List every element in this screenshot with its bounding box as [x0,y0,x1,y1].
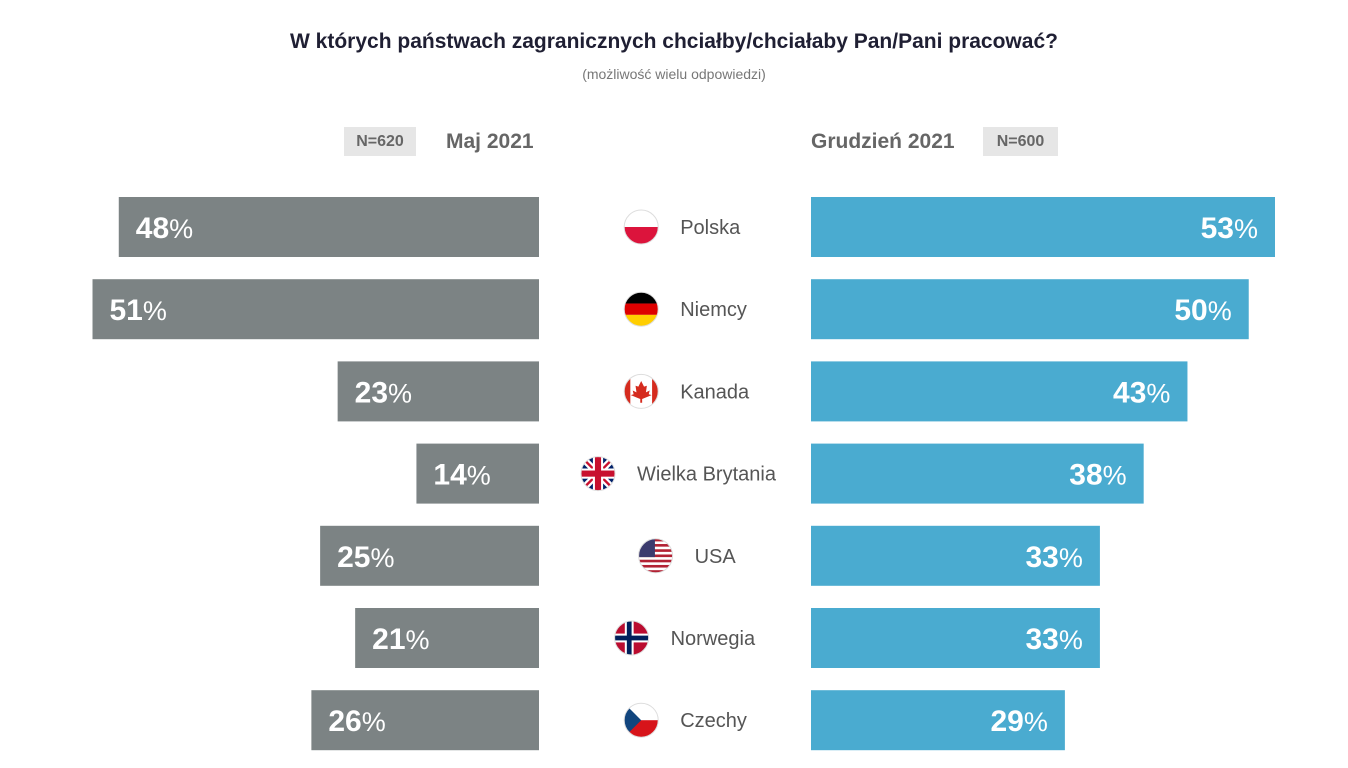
flag-norway-icon [614,620,650,656]
value-label-left: 23% [355,376,412,409]
value-label-left: 21% [372,623,429,656]
category-label: Norwegia [671,628,756,650]
category-label: Kanada [680,381,750,403]
flag-uk-icon [580,456,616,492]
value-label-left: 26% [328,705,385,738]
bar-left [355,608,539,668]
bar-right [811,608,1100,668]
flag-canada-icon [623,373,659,409]
category-label: Niemcy [680,299,747,321]
value-label-right: 29% [990,705,1047,738]
bar-right [811,443,1144,504]
flag-usa-icon [638,538,674,574]
right-sample-size-badge: N=600 [983,127,1058,156]
category-label: USA [695,546,737,568]
left-period-label: Maj 2021 [446,130,534,153]
value-label-right: 33% [1026,541,1083,574]
bar-left [416,443,539,504]
bar-left [118,197,539,257]
category-label: Polska [680,217,741,239]
value-label-right: 50% [1174,294,1231,327]
right-period-label: Grudzień 2021 [811,130,955,153]
chart-title: W których państwach zagranicznych chciał… [290,30,1058,53]
bar-right [811,279,1249,340]
bar-left [337,361,539,422]
flag-germany-icon [623,291,659,327]
flag-czechia-icon [623,702,659,738]
value-label-right: 43% [1113,376,1170,409]
flag-poland-icon [623,209,659,245]
bar-left [92,279,540,340]
value-label-left: 25% [337,541,394,574]
bar-right [811,197,1275,257]
bar-left [320,525,539,586]
value-label-right: 38% [1069,459,1126,492]
value-label-left: 51% [110,294,167,327]
left-sample-size-badge: N=620 [344,127,416,156]
value-label-right: 33% [1026,623,1083,656]
value-label-left: 48% [136,212,193,245]
bar-right [811,361,1188,422]
category-label: Czechy [680,710,747,732]
bar-left [311,690,539,751]
chart-subtitle: (możliwość wielu odpowiedzi) [582,66,766,82]
value-label-right: 53% [1201,212,1258,245]
category-label: Wielka Brytania [637,464,777,486]
bar-right [811,690,1065,751]
bar-right [811,525,1100,586]
value-label-left: 14% [433,459,490,492]
